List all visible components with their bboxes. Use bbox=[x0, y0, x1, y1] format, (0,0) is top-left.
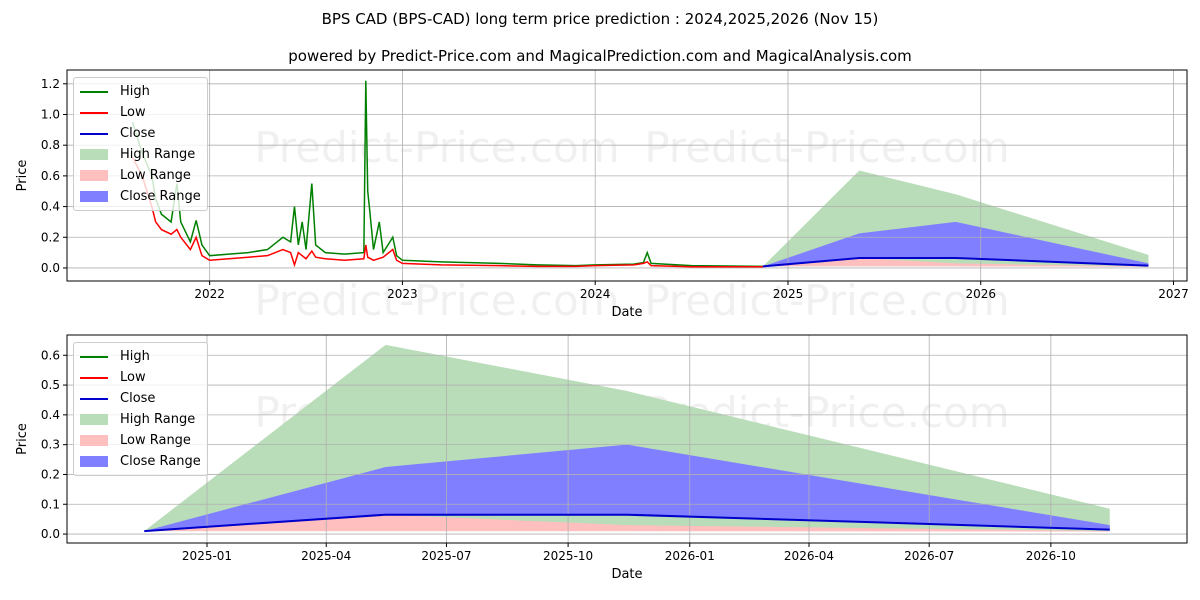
y-tick-label: 0.1 bbox=[41, 497, 60, 511]
y-tick-label: 0.0 bbox=[41, 527, 60, 541]
y-tick-label: 0.5 bbox=[41, 378, 60, 392]
low-range-band bbox=[762, 257, 1149, 267]
chart-subtitle: powered by Predict-Price.com and Magical… bbox=[288, 47, 912, 65]
y-tick-label: 0.6 bbox=[41, 348, 60, 362]
close-range-band bbox=[144, 444, 1110, 532]
x-tick-label: 2026-01 bbox=[665, 549, 715, 563]
watermark: Predict-Price.com bbox=[644, 276, 1009, 325]
close-series-line bbox=[144, 513, 1110, 533]
legend-swatch bbox=[80, 355, 108, 358]
legend-label: High bbox=[120, 349, 150, 364]
y-tick-label: 1.2 bbox=[41, 77, 60, 91]
y-tick-label: 0.4 bbox=[41, 408, 60, 422]
x-tick-label: 2023 bbox=[387, 287, 418, 301]
x-tick-label: 2026-04 bbox=[784, 549, 834, 563]
legend-swatch bbox=[80, 132, 108, 135]
legend-swatch bbox=[80, 90, 108, 93]
y-axis-label: Price bbox=[15, 423, 30, 455]
y-tick-label: 0.2 bbox=[41, 230, 60, 244]
legend-label: Close Range bbox=[120, 189, 201, 204]
y-tick-label: 1.0 bbox=[41, 108, 60, 122]
x-tick-label: 2024 bbox=[580, 287, 611, 301]
legend-label: Low bbox=[120, 105, 146, 120]
legend-item: Close Range bbox=[80, 186, 201, 207]
x-axis-label: Date bbox=[611, 305, 642, 320]
y-axis-label: Price bbox=[15, 160, 30, 192]
legend-item: High Range bbox=[80, 144, 201, 165]
legend-item: Close Range bbox=[80, 451, 201, 472]
x-tick-label: 2022 bbox=[194, 287, 225, 301]
y-tick-label: 0.3 bbox=[41, 438, 60, 452]
watermark: Predict-Price.com bbox=[644, 123, 1009, 172]
legend-label: Low Range bbox=[120, 433, 191, 448]
watermark: Predict-Price.com bbox=[254, 123, 619, 172]
legend-item: High bbox=[80, 81, 201, 102]
y-tick-label: 0.0 bbox=[41, 261, 60, 275]
legend-item: Low Range bbox=[80, 430, 201, 451]
legend-label: Close Range bbox=[120, 454, 201, 469]
y-tick-label: 0.6 bbox=[41, 169, 60, 183]
legend-swatch bbox=[80, 376, 108, 379]
legend-label: Close bbox=[120, 126, 156, 141]
high-series-line bbox=[131, 80, 763, 268]
axes-frame bbox=[66, 334, 1188, 544]
legend-item: Close bbox=[80, 388, 201, 409]
axes-frame bbox=[66, 69, 1188, 282]
legend-label: Close bbox=[120, 391, 156, 406]
watermark: Predict-Price.com bbox=[254, 276, 619, 325]
legend-item: Low Range bbox=[80, 165, 201, 186]
low-range-band bbox=[144, 514, 1110, 532]
x-tick-label: 2026 bbox=[965, 287, 996, 301]
legend-item: High bbox=[80, 346, 201, 367]
x-tick-label: 2025-04 bbox=[301, 549, 351, 563]
y-tick-label: 0.4 bbox=[41, 200, 60, 214]
legend-swatch bbox=[80, 149, 108, 160]
legend-label: Low Range bbox=[120, 168, 191, 183]
legend-swatch bbox=[80, 414, 108, 425]
legend-top: High Low Close High Range Low Range Close Ran… bbox=[73, 77, 208, 211]
legend-swatch bbox=[80, 191, 108, 202]
legend-swatch bbox=[80, 435, 108, 446]
x-tick-label: 2026-07 bbox=[904, 549, 954, 563]
x-tick-label: 2025-01 bbox=[182, 549, 232, 563]
low-series-line bbox=[131, 157, 763, 268]
x-tick-label: 2027 bbox=[1158, 287, 1189, 301]
x-tick-label: 2025-10 bbox=[543, 549, 593, 563]
legend-label: High Range bbox=[120, 147, 196, 162]
close-range-band bbox=[762, 221, 1149, 267]
legend-bottom: High Low Close High Range Low Range Close Ran… bbox=[73, 342, 208, 476]
y-tick-label: 0.8 bbox=[41, 138, 60, 152]
legend-label: Low bbox=[120, 370, 146, 385]
legend-item: Low bbox=[80, 102, 201, 123]
legend-label: High Range bbox=[120, 412, 196, 427]
legend-swatch bbox=[80, 170, 108, 181]
legend-swatch bbox=[80, 397, 108, 400]
legend-swatch bbox=[80, 111, 108, 114]
legend-item: Close bbox=[80, 123, 201, 144]
chart-title: BPS CAD (BPS-CAD) long term price predic… bbox=[321, 10, 879, 28]
x-tick-label: 2025-07 bbox=[421, 549, 471, 563]
legend-label: High bbox=[120, 84, 150, 99]
legend-item: Low bbox=[80, 367, 201, 388]
close-series-line bbox=[762, 256, 1149, 268]
x-axis-label: Date bbox=[611, 567, 642, 582]
legend-swatch bbox=[80, 456, 108, 467]
legend-item: High Range bbox=[80, 409, 201, 430]
x-tick-label: 2026-10 bbox=[1026, 549, 1076, 563]
x-tick-label: 2025 bbox=[773, 287, 804, 301]
y-tick-label: 0.2 bbox=[41, 467, 60, 481]
